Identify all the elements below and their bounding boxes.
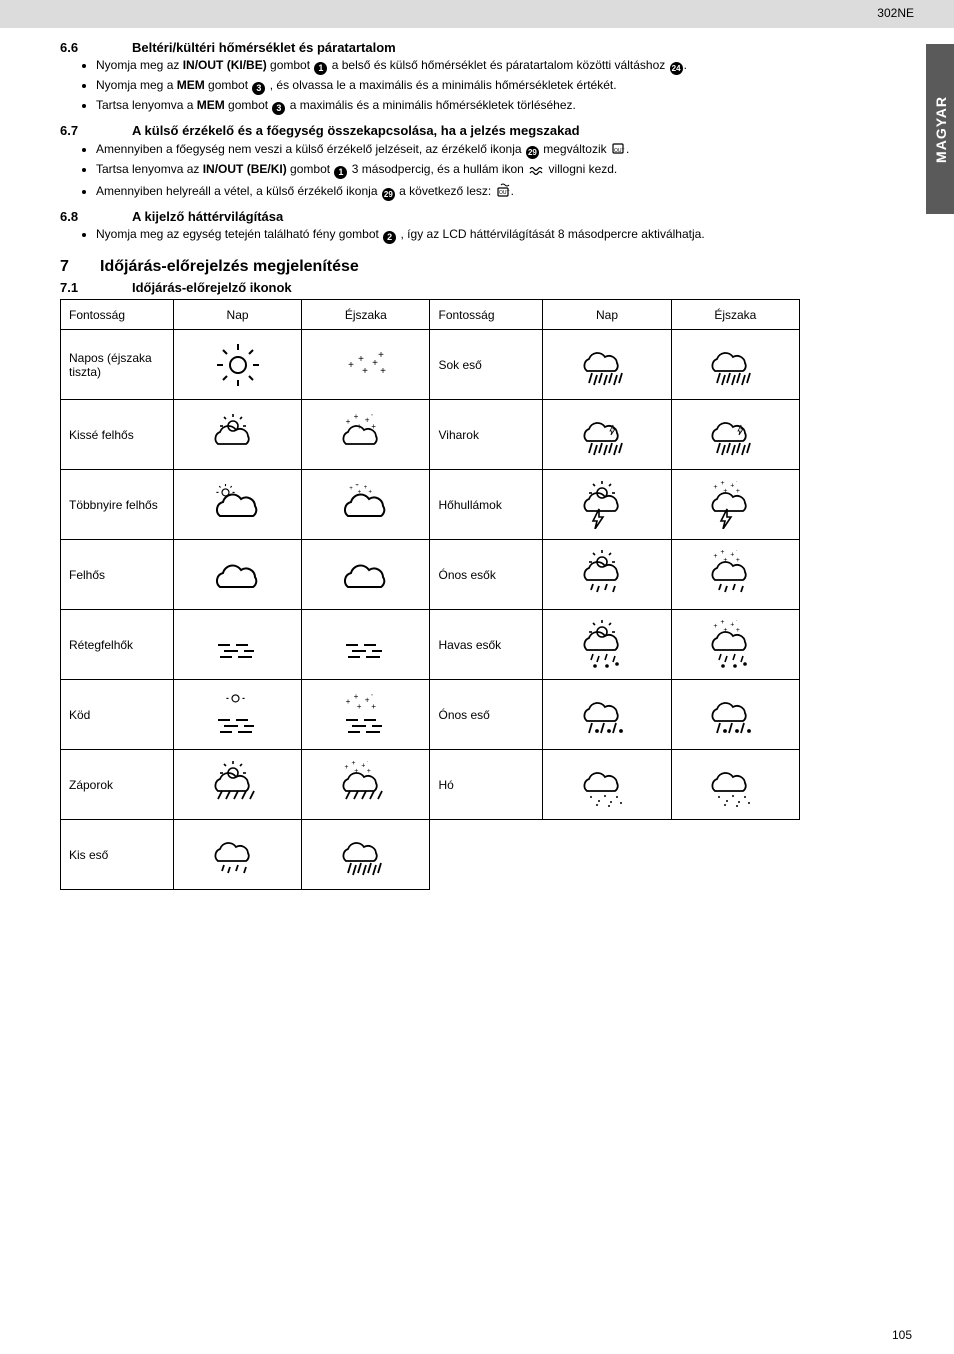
heading-6-7: 6.7 A külső érzékelő és a főegység össze… xyxy=(60,123,894,138)
td-label: Ónos esők xyxy=(430,540,543,610)
storm-icon xyxy=(543,400,671,470)
heat-night-icon xyxy=(671,470,799,540)
td-label: Záporok xyxy=(61,750,174,820)
snow-icon xyxy=(543,750,671,820)
mostly-cloudy-icon xyxy=(173,470,301,540)
sun-icon xyxy=(173,330,301,400)
heavy-rain-icon xyxy=(543,330,671,400)
page-content: 6.6 Beltéri/kültéri hőmérséklet és párat… xyxy=(0,28,954,890)
td-label: Rétegfelhők xyxy=(61,610,174,680)
sec-title: Beltéri/kültéri hőmérséklet és páratarta… xyxy=(132,40,894,55)
sec-num: 7.1 xyxy=(60,280,132,295)
doc-code: 302NE xyxy=(877,6,914,20)
heading-7: 7 Időjárás-előrejelzés megjelenítése xyxy=(60,258,894,276)
td-label: Kissé felhős xyxy=(61,400,174,470)
td-label: Kis eső xyxy=(61,820,174,890)
bullet: Amennyiben a főegység nem veszi a külső … xyxy=(96,140,894,159)
sec-title: Időjárás-előrejelzés megjelenítése xyxy=(100,258,359,276)
ref-icon: 29 xyxy=(382,188,395,201)
bullet: Nyomja meg az egység tetején található f… xyxy=(96,226,894,244)
weather-table: Fontosság Nap Éjszaka Fontosság Nap Éjsz… xyxy=(60,299,800,890)
fog-night-icon xyxy=(302,680,430,750)
td-label: Felhős xyxy=(61,540,174,610)
heading-6-8: 6.8 A kijelző háttérvilágítása xyxy=(60,209,894,224)
sec-num: 6.6 xyxy=(60,40,132,55)
sleet-icon xyxy=(543,680,671,750)
sec-title: A kijelző háttérvilágítása xyxy=(132,209,894,224)
td-label: Többnyire felhős xyxy=(61,470,174,540)
heat-icon xyxy=(543,470,671,540)
heading-7-1: 7.1 Időjárás-előrejelző ikonok xyxy=(60,280,894,295)
td-label: Viharok xyxy=(430,400,543,470)
td-label: Havas esők xyxy=(430,610,543,680)
cloudy-icon xyxy=(173,540,301,610)
ref-icon: 29 xyxy=(526,146,539,159)
th: Nap xyxy=(543,300,671,330)
heavy-rain-icon xyxy=(671,330,799,400)
showers-night-icon xyxy=(302,750,430,820)
rain-snow-icon xyxy=(543,610,671,680)
th: Éjszaka xyxy=(302,300,430,330)
bullet: Tartsa lenyomva a MEM gombot 3 a maximál… xyxy=(96,97,894,115)
th: Éjszaka xyxy=(671,300,799,330)
stratus-icon xyxy=(302,610,430,680)
sec-title: A külső érzékelő és a főegység összekapc… xyxy=(132,123,894,138)
partly-cloudy-night-icon xyxy=(302,400,430,470)
sec-num: 6.8 xyxy=(60,209,132,224)
empty-cell xyxy=(671,820,799,890)
wave-out-icon xyxy=(496,181,510,197)
partly-cloudy-icon xyxy=(173,400,301,470)
freezing-rain-night-icon xyxy=(671,540,799,610)
ref-icon: 3 xyxy=(252,82,265,95)
storm-icon xyxy=(671,400,799,470)
td-label: Köd xyxy=(61,680,174,750)
th: Nap xyxy=(173,300,301,330)
stars-icon xyxy=(302,330,430,400)
light-rain-icon xyxy=(173,820,301,890)
sec-num: 7 xyxy=(60,258,100,276)
wave-icon xyxy=(528,161,544,175)
bullet: Nyomja meg a MEM gombot 3 , és olvassa l… xyxy=(96,77,894,95)
fog-icon xyxy=(173,680,301,750)
ref-icon: 1 xyxy=(334,166,347,179)
ref-icon: 2 xyxy=(383,231,396,244)
ref-icon: 24 xyxy=(670,62,683,75)
rain-snow-night-icon xyxy=(671,610,799,680)
td-label: Hó xyxy=(430,750,543,820)
mostly-cloudy-night-icon xyxy=(302,470,430,540)
bullet: Nyomja meg az IN/OUT (KI/BE) gombot 1 a … xyxy=(96,57,894,75)
td-label: Ónos eső xyxy=(430,680,543,750)
light-rain-icon xyxy=(302,820,430,890)
showers-icon xyxy=(173,750,301,820)
bullet: Tartsa lenyomva az IN/OUT (BE/KI) gombot… xyxy=(96,161,894,179)
th: Fontosság xyxy=(430,300,543,330)
heading-6-6: 6.6 Beltéri/kültéri hőmérséklet és párat… xyxy=(60,40,894,55)
td-label: Hőhullámok xyxy=(430,470,543,540)
snow-icon xyxy=(671,750,799,820)
header-strip: 302NE xyxy=(0,0,954,28)
ref-icon: 1 xyxy=(314,62,327,75)
ref-icon: 3 xyxy=(272,102,285,115)
sec-title: Időjárás-előrejelző ikonok xyxy=(132,280,894,295)
out-icon xyxy=(611,140,625,155)
td-label: Napos (éjszaka tiszta) xyxy=(61,330,174,400)
td-label: Sok eső xyxy=(430,330,543,400)
stratus-icon xyxy=(173,610,301,680)
freezing-rain-icon xyxy=(543,540,671,610)
sec-num: 6.7 xyxy=(60,123,132,138)
empty-cell xyxy=(543,820,671,890)
sleet-icon xyxy=(671,680,799,750)
page-number: 105 xyxy=(892,1328,912,1342)
empty-cell xyxy=(430,820,543,890)
cloudy-icon xyxy=(302,540,430,610)
bullet: Amennyiben helyreáll a vétel, a külső ér… xyxy=(96,181,894,201)
th: Fontosság xyxy=(61,300,174,330)
